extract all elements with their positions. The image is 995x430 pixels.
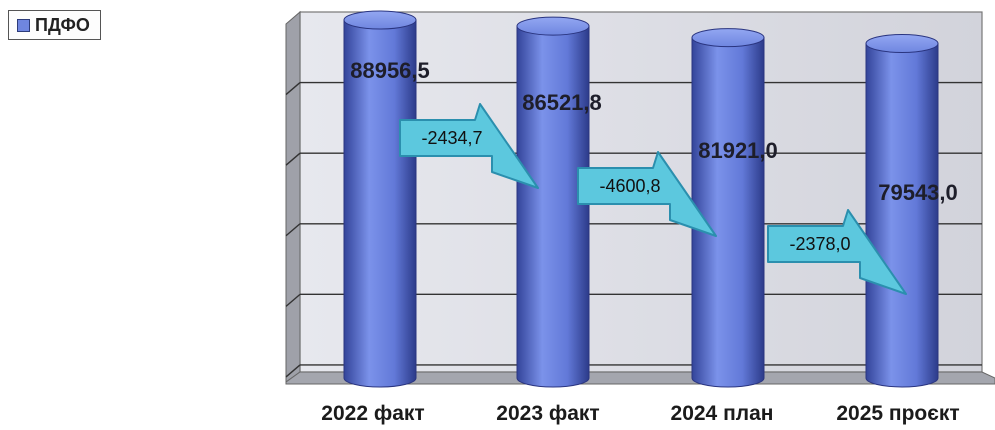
bar-3 xyxy=(865,34,939,388)
gridline-side xyxy=(285,152,301,166)
bar-cap xyxy=(516,16,590,36)
floor xyxy=(285,371,995,385)
gridline-side xyxy=(285,223,301,237)
change-arrow-1 xyxy=(577,151,717,237)
change-label-0: -2434,7 xyxy=(421,128,482,148)
gridline-side xyxy=(285,364,301,378)
gridline-side xyxy=(285,293,301,307)
bar-2 xyxy=(691,28,765,388)
category-tick-1: 2023 факт xyxy=(496,402,599,425)
data-label-2: 81921,0 xyxy=(698,138,778,163)
bar-body xyxy=(343,19,417,388)
bar-body xyxy=(691,37,765,388)
data-label-3: 79543,0 xyxy=(878,180,958,205)
category-tick-3: 2025 проєкт xyxy=(836,402,959,425)
category-tick-0: 2022 факт xyxy=(321,402,424,425)
legend: ПДФО xyxy=(8,10,101,40)
bar-cap xyxy=(865,34,939,54)
bar-cap xyxy=(343,10,417,30)
bar-body xyxy=(865,43,939,388)
category-tick-2: 2024 план xyxy=(671,402,774,425)
bar-0 xyxy=(343,10,417,388)
gridline-side xyxy=(285,82,301,96)
bar-1 xyxy=(516,16,590,388)
change-label-2: -2378,0 xyxy=(789,234,850,254)
bar-cap xyxy=(691,28,765,48)
data-label-0: 88956,5 xyxy=(350,58,430,83)
data-label-1: 86521,8 xyxy=(522,90,602,115)
bar-body xyxy=(516,25,590,388)
change-label-1: -4600,8 xyxy=(599,176,660,196)
change-arrow-0 xyxy=(399,103,539,189)
side-wall xyxy=(285,10,301,383)
legend-label: ПДФО xyxy=(35,14,90,35)
change-arrow-2 xyxy=(767,209,907,295)
legend-swatch-icon xyxy=(17,18,30,32)
